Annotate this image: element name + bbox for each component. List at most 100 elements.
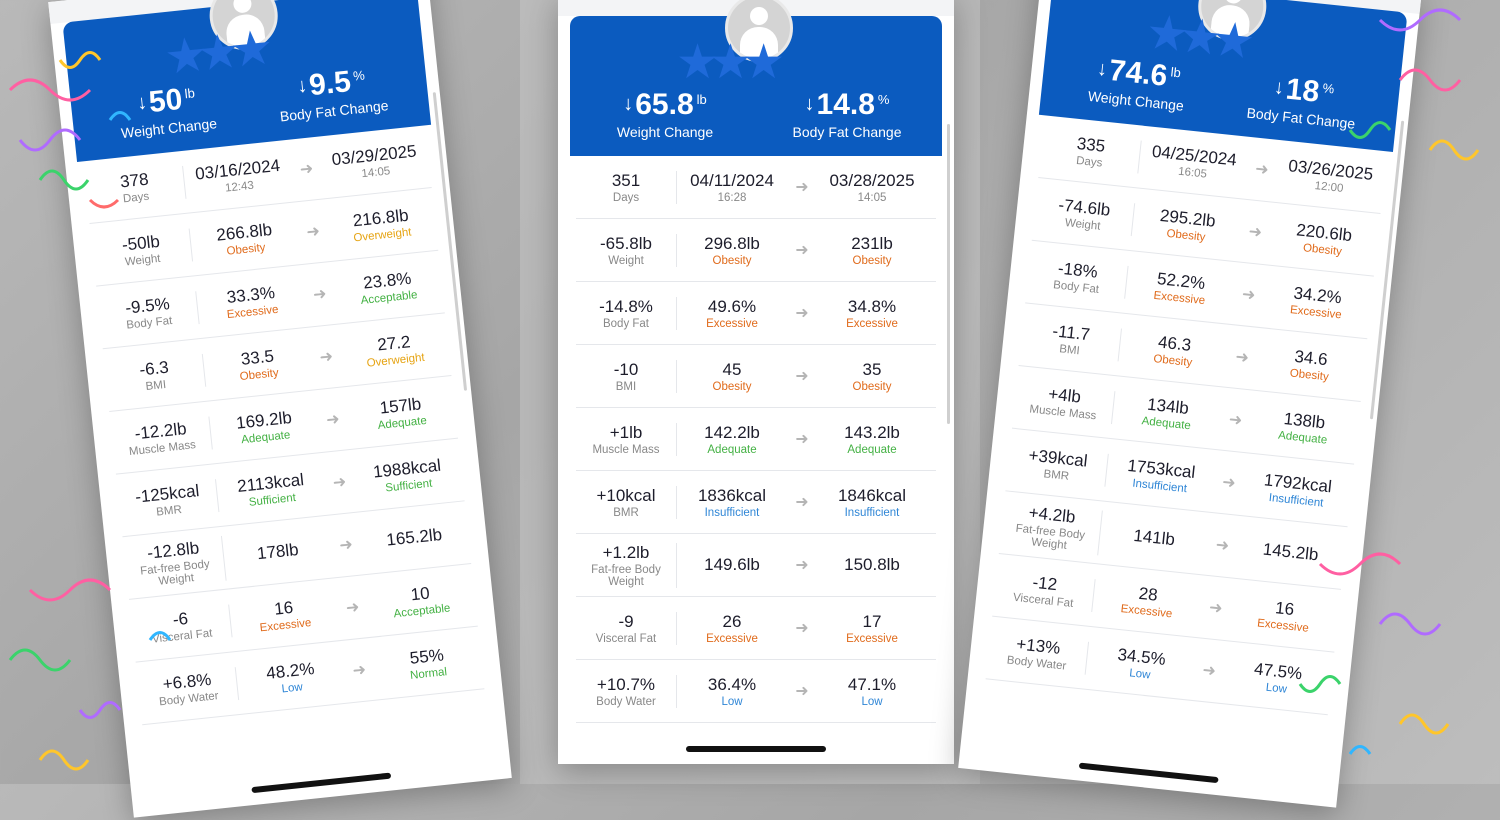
- metric-row[interactable]: +1.2lb Fat-free Body Weight 149.6lb ➜ 150.8l…: [576, 534, 936, 597]
- avatar-head-icon: [1223, 0, 1244, 5]
- avatar[interactable]: [725, 0, 793, 62]
- metric-from-value: 149.6lb: [704, 555, 760, 574]
- weight-unit: lb: [1169, 64, 1182, 81]
- days-cell: 335 Days: [1039, 129, 1142, 173]
- metric-from-cell: 52.2% Excessive: [1125, 265, 1236, 309]
- body-fat-unit: %: [877, 92, 890, 107]
- metric-to-cell: 47.1% Low: [817, 675, 927, 708]
- body-fat-change-caption: Body Fat Change: [792, 124, 902, 140]
- arrow-right-icon: ➜: [795, 557, 809, 574]
- home-indicator[interactable]: [251, 772, 392, 794]
- metric-from-cell: 34.5% Low: [1086, 641, 1197, 685]
- start-date-cell: 03/16/2024 12:43: [183, 154, 294, 198]
- metric-row[interactable]: -10 BMI 45 Obesity ➜ 35 Obesity: [576, 345, 936, 408]
- metric-row[interactable]: +10kcal BMR 1836kcal Insufficient ➜ 1846kcal I…: [576, 471, 936, 534]
- end-date-cell: 03/28/2025 14:05: [817, 171, 927, 204]
- metric-to-value: 145.2lb: [1261, 539, 1320, 565]
- metric-from-cell: 49.6% Excessive: [677, 297, 787, 330]
- metric-to-cell: 10 Acceptable: [366, 578, 477, 622]
- metric-label: Fat-free Body Weight: [591, 563, 661, 588]
- home-indicator[interactable]: [1078, 762, 1219, 784]
- metric-delta: +10.7%: [596, 674, 656, 694]
- phone-screen-2: ★★★ ↓65.8 lb Weight Change ↓14.8% Body Fat Ch…: [558, 0, 954, 764]
- down-arrow-icon: ↓: [623, 93, 634, 115]
- weight-unit: lb: [183, 85, 196, 102]
- metric-delta: -14.8%: [599, 296, 653, 316]
- arrow-right-icon: ➜: [795, 242, 809, 259]
- metric-delta: -9: [618, 611, 634, 631]
- metric-delta-cell: -74.6lb Weight: [1033, 192, 1136, 236]
- down-arrow-icon: ↓: [1272, 76, 1286, 100]
- metric-label: Weight: [608, 254, 644, 267]
- date-range-row: 351 Days 04/11/2024 16:28 ➜ 03/28/2025 14:05: [576, 156, 936, 219]
- metric-from-cell: 33.3% Excessive: [196, 279, 307, 323]
- metric-row[interactable]: +10.7% Body Water 36.4% Low ➜ 47.1% Low: [576, 660, 936, 723]
- metric-label: BMR: [613, 506, 639, 519]
- down-arrow-icon: ↓: [296, 74, 309, 98]
- metric-from-value: 141lb: [1132, 526, 1176, 550]
- body-fat-change-number: 18: [1284, 72, 1321, 109]
- metric-from-cell: 33.5 Obesity: [203, 342, 314, 386]
- metric-to-value: 17: [862, 611, 882, 631]
- metric-label: Muscle Mass: [592, 443, 660, 456]
- metric-row[interactable]: -65.8lb Weight 296.8lb Obesity ➜ 231lb Obesity: [576, 219, 936, 282]
- days-cell: 351 Days: [576, 170, 677, 204]
- arrow-right-icon: ➜: [345, 598, 361, 618]
- metric-from-cell: 28 Excessive: [1092, 579, 1203, 623]
- avatar-head-icon: [232, 0, 253, 14]
- arrow-right-icon: ➜: [795, 620, 809, 637]
- metric-delta-cell: -12 Visceral Fat: [993, 568, 1096, 612]
- phone-screen-3: ★★★ ↓74.6lb Weight Change ↓18% Body Fat Chan…: [958, 0, 1422, 808]
- metric-from-cell: 1836kcal Insufficient: [677, 486, 787, 519]
- arrow-right-icon: ➜: [331, 473, 348, 492]
- home-indicator[interactable]: [686, 746, 826, 752]
- days-value: 351: [611, 170, 641, 190]
- metric-from-cell: 141lb: [1100, 523, 1209, 554]
- metric-from-value: 26: [722, 611, 742, 631]
- metric-from-cell: 266.8lb Obesity: [190, 217, 301, 261]
- metric-from-value: 1836kcal: [697, 485, 767, 505]
- metric-from-cell: 48.2% Low: [236, 655, 347, 699]
- start-date: 04/11/2024: [690, 170, 774, 190]
- weight-change-value: ↓65.8 lb: [580, 88, 750, 122]
- scrollbar[interactable]: [947, 124, 950, 424]
- weight-change-number: 50: [147, 82, 184, 120]
- metric-from-cell: 149.6lb: [677, 555, 787, 575]
- metric-delta-cell: -50lb Weight: [91, 228, 194, 272]
- metric-from-cell: 142.2lb Adequate: [677, 423, 787, 456]
- metric-row[interactable]: -14.8% Body Fat 49.6% Excessive ➜ 34.8% Excess…: [576, 282, 936, 345]
- metric-delta-cell: +4lb Muscle Mass: [1013, 380, 1116, 424]
- arrow-right-icon: ➜: [1214, 536, 1230, 555]
- metric-from-cell: 36.4% Low: [677, 675, 787, 708]
- metric-to-cell: 34.2% Excessive: [1262, 280, 1373, 324]
- end-date-cell: 03/29/2025 14:05: [319, 140, 430, 184]
- metric-from-cell: 26 Excessive: [677, 612, 787, 645]
- body-fat-change-stat: ↓14.8% Body Fat Change: [762, 88, 932, 140]
- metric-to-cell: 145.2lb: [1236, 537, 1345, 568]
- metric-to-cell: 34.8% Excessive: [817, 297, 927, 330]
- metric-to-value: 47.1%: [847, 674, 897, 694]
- body-fat-change-stat: ↓18% Body Fat Change: [1216, 66, 1391, 135]
- metric-label: Visceral Fat: [595, 632, 657, 645]
- metric-from-status: Adequate: [707, 443, 757, 456]
- metric-to-cell: 1988kcal Sufficient: [352, 453, 463, 497]
- metric-from-value: 49.6%: [707, 296, 757, 316]
- metric-to-cell: 138lb Adequate: [1248, 405, 1359, 449]
- metric-from-cell: 45 Obesity: [677, 360, 787, 393]
- metric-row[interactable]: +1lb Muscle Mass 142.2lb Adequate ➜ 143.2lb Ad…: [576, 408, 936, 471]
- metric-to-cell: 220.6lb Obesity: [1268, 217, 1379, 261]
- metric-row[interactable]: -9 Visceral Fat 26 Excessive ➜ 17 Excessive: [576, 597, 936, 660]
- days-cell: 378 Days: [84, 165, 187, 209]
- weight-change-number: 65.8: [635, 88, 694, 121]
- metric-to-cell: 16 Excessive: [1229, 593, 1340, 637]
- weight-unit: lb: [696, 92, 707, 107]
- arrow-right-icon: ➜: [1247, 223, 1263, 242]
- end-date-cell: 03/26/2025 12:00: [1275, 154, 1386, 198]
- metric-delta-cell: +39kcal BMR: [1006, 443, 1109, 487]
- metric-to-cell: 1846kcal Insufficient: [817, 486, 927, 519]
- body-fat-unit: %: [352, 67, 366, 84]
- metric-from-value: 142.2lb: [704, 422, 760, 442]
- metric-delta-cell: -9.5% Body Fat: [97, 290, 200, 334]
- metric-to-cell: 150.8lb: [817, 555, 927, 575]
- metric-to-value: 35: [862, 359, 882, 379]
